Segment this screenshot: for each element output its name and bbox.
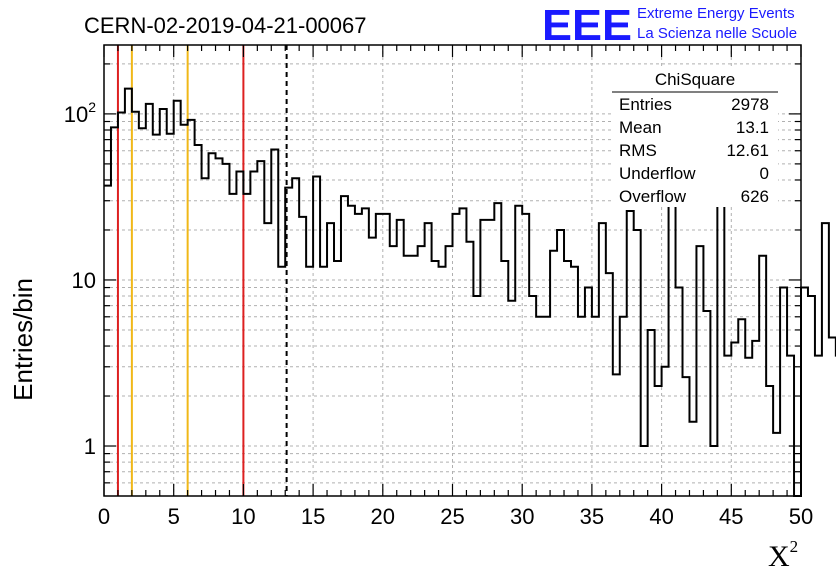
x-tick-label: 25 — [440, 504, 464, 529]
logo-mark: EEE — [542, 1, 632, 50]
stats-box-background — [612, 68, 778, 207]
stats-row-label: Underflow — [619, 164, 696, 183]
stats-row-label: Overflow — [619, 187, 687, 206]
x-tick-label: 10 — [231, 504, 255, 529]
axis-ticks: 0 5 10 15 20 25 30 35 40 45 50 1 10 102 — [64, 45, 813, 529]
stats-row-value: 12.61 — [726, 141, 769, 160]
stats-row-value: 2978 — [731, 95, 769, 114]
stats-row-label: Entries — [619, 95, 672, 114]
logo-line-1: Extreme Energy Events — [637, 5, 795, 22]
x-axis-label-symbol: X — [768, 540, 790, 572]
stats-title: ChiSquare — [655, 70, 735, 89]
x-tick-label: 40 — [649, 504, 673, 529]
y-tick-label: 1 — [84, 434, 96, 459]
chart-title: CERN-02-2019-04-21-00067 — [84, 13, 367, 38]
stats-row-value: 626 — [741, 187, 769, 206]
x-tick-label: 45 — [719, 504, 743, 529]
stats-box: ChiSquare Entries 2978 Mean 13.1 RMS 12.61 Und… — [612, 68, 778, 207]
y-tick-label: 10 — [72, 268, 96, 293]
logo-line-2: La Scienza nelle Scuole — [637, 25, 797, 42]
x-tick-label: 5 — [168, 504, 180, 529]
x-tick-label: 30 — [510, 504, 534, 529]
y-axis-label: Entries/bin — [8, 278, 38, 401]
x-tick-label: 35 — [580, 504, 604, 529]
x-tick-label: 20 — [371, 504, 395, 529]
grid-lines — [104, 45, 801, 496]
y-tick-label: 102 — [64, 99, 96, 127]
x-tick-label: 15 — [301, 504, 325, 529]
stats-row-label: Mean — [619, 118, 662, 137]
stats-row-label: RMS — [619, 141, 657, 160]
x-axis-label-superscript: 2 — [790, 537, 799, 556]
reference-lines — [116, 45, 288, 496]
x-axis-label: X2 — [768, 537, 798, 572]
stats-row-value: 0 — [760, 164, 769, 183]
eee-logo: EEE Extreme Energy Events La Scienza nel… — [542, 1, 797, 50]
stats-row-value: 13.1 — [736, 118, 769, 137]
x-tick-label: 50 — [789, 504, 813, 529]
x-tick-label: 0 — [98, 504, 110, 529]
stats-rows: Entries 2978 Mean 13.1 RMS 12.61 Underflow 0 Ove… — [619, 95, 769, 206]
